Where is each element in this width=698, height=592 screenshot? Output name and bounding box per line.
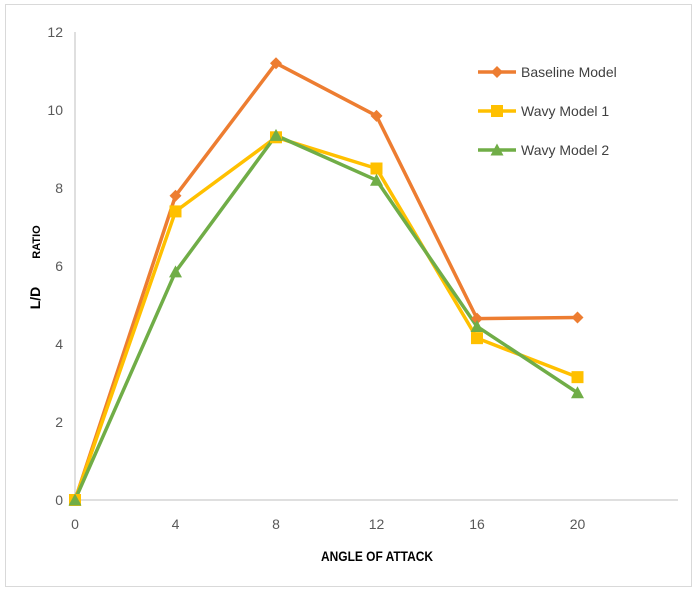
y-axis-title-part-2: RATIO: [31, 225, 43, 259]
x-tick-label: 20: [570, 516, 586, 532]
data-point-series-1: [370, 109, 383, 122]
x-tick-label: 0: [71, 516, 79, 532]
data-point-series-3: [169, 265, 182, 278]
data-point-series-3: [269, 128, 283, 141]
x-tick-label: 8: [272, 516, 280, 532]
y-axis-title-part-1: L/D: [27, 287, 43, 310]
series-markers: [68, 57, 584, 506]
y-tick-label: 8: [55, 180, 63, 196]
data-point-series-3: [68, 493, 82, 506]
data-point-series-2: [169, 205, 182, 218]
legend-label-2: Wavy Model 1: [521, 103, 609, 119]
data-point-series-1: [169, 189, 182, 202]
legend-marker-3: [490, 143, 504, 156]
data-point-series-2: [571, 371, 584, 384]
series-line-1: [73, 61, 578, 501]
y-tick-label: 10: [47, 102, 63, 118]
data-point-series-1: [471, 312, 483, 325]
data-point-series-1: [571, 311, 584, 324]
y-tick-label: 12: [47, 24, 63, 40]
x-tick-label: 16: [469, 516, 485, 532]
data-point-series-2: [370, 162, 383, 175]
series-lines: [73, 61, 579, 501]
y-tick-label: 2: [55, 414, 63, 430]
axes: [74, 32, 678, 501]
legend-label-3: Wavy Model 2: [521, 142, 609, 158]
legend-marker-1: [491, 66, 503, 78]
data-point-series-2: [471, 332, 483, 345]
legend-marker-2: [491, 105, 503, 117]
x-axis-title: ANGLE OF ATTACK: [321, 548, 433, 564]
y-tick-label: 0: [55, 492, 63, 508]
y-axis-title: L/D RATIO: [27, 225, 43, 309]
data-point-series-3: [370, 173, 383, 186]
data-point-series-3: [571, 386, 584, 399]
data-point-series-3: [470, 319, 484, 332]
data-point-series-1: [270, 57, 282, 70]
y-tick-labels: 0 2 4 6 8 10 12: [47, 24, 63, 508]
x-tick-label: 4: [172, 516, 180, 532]
y-tick-label: 4: [55, 336, 63, 352]
legend: Baseline Model Wavy Model 1 Wavy Model 2: [478, 64, 617, 158]
series-line-3: [73, 133, 579, 501]
x-tick-label: 12: [369, 516, 385, 532]
x-tick-labels: 0 4 8 12 16 20: [71, 516, 585, 532]
series-line-2: [73, 135, 579, 501]
legend-label-1: Baseline Model: [521, 64, 617, 80]
y-tick-label: 6: [55, 258, 63, 274]
